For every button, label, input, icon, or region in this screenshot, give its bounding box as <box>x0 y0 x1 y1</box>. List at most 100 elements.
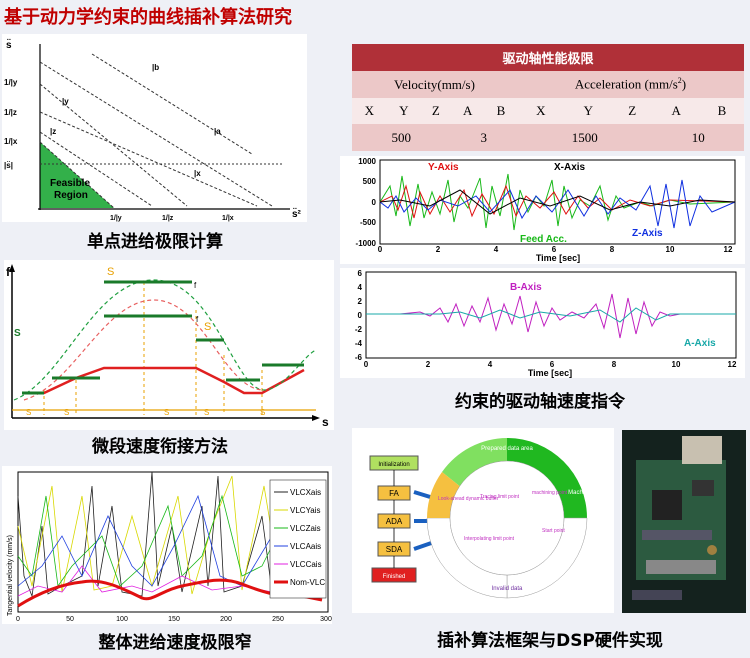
x4-t3: 6 <box>552 245 557 254</box>
x3-t0: 0 <box>16 616 20 623</box>
xtick-1: 1/|y <box>110 215 122 222</box>
x4-t2: 4 <box>494 245 499 254</box>
caption-1: 单点进给极限计算 <box>87 232 223 252</box>
lookahead-text: Look-ahead dynamic buffer <box>438 496 499 502</box>
ring-invalid: Invalid data <box>492 586 523 592</box>
y5-t5: -4 <box>355 339 363 348</box>
accel-header: Acceleration (mm/s2) <box>574 76 687 92</box>
legend-a: VLCAais <box>290 542 321 551</box>
y5-t4: -2 <box>355 325 363 334</box>
x4-t1: 2 <box>436 245 441 254</box>
x4-t6: 12 <box>724 245 733 254</box>
ring-prepared: Prepared data area <box>481 446 533 452</box>
velocity-curves <box>17 471 323 608</box>
ada-box: ADA <box>386 517 403 526</box>
x5-t1: 2 <box>426 360 431 369</box>
axis-cell: Y <box>399 103 409 118</box>
x5-t5: 10 <box>672 360 681 369</box>
legend-z: VLCZais <box>290 524 321 533</box>
seg-label-0: S <box>26 408 31 417</box>
smax-label: S <box>14 328 21 339</box>
ytick-2: 1/|z <box>4 108 17 117</box>
axis-cell: B <box>496 103 506 118</box>
fa-box: FA <box>389 489 399 498</box>
x4-t4: 8 <box>610 245 615 254</box>
tracing-text: Tracing limit point <box>480 494 520 500</box>
axis-cell: Y <box>583 103 594 118</box>
fig5-xlabel: Time [sec] <box>528 368 572 378</box>
fk-label: f <box>196 315 199 324</box>
feasible-label-1: Feasible <box>50 178 90 189</box>
xaxis-label: s̈² <box>292 207 302 220</box>
y4-t0: 1000 <box>358 157 376 166</box>
fb-label: f <box>194 281 197 290</box>
x5-t2: 4 <box>488 360 493 369</box>
feasible-label-2: Region <box>54 190 88 201</box>
v-xyz-value: 500 <box>391 129 411 145</box>
x5-t0: 0 <box>364 360 369 369</box>
line-label-x: |x <box>194 169 201 178</box>
a-xyz-value: 1500 <box>571 129 598 145</box>
line-label-y: |y <box>62 97 69 106</box>
y5-t3: 0 <box>358 311 363 320</box>
axis-signals <box>379 173 736 231</box>
legend-c: VLCCais <box>290 560 322 569</box>
a-axis-label: A-Axis <box>684 338 716 349</box>
ring-machined: Machined area <box>568 490 608 496</box>
sda-box: SDA <box>386 545 403 554</box>
interp-text: Interpolating limit point <box>464 536 515 542</box>
s-limit-label: |s̈| <box>4 161 13 170</box>
machining-text: machining point <box>532 490 568 496</box>
axis-cell: Z <box>628 103 637 118</box>
x4-t0: 0 <box>378 245 383 254</box>
table-header: 驱动轴性能极限 <box>502 51 594 66</box>
axis-cell: A <box>671 103 681 118</box>
velocity-transition-figure: f s S S S f f S S S S S <box>4 260 334 430</box>
axis-cell: Z <box>431 103 440 118</box>
a-ab-value: 10 <box>691 129 705 145</box>
line-label-b: |b <box>152 63 159 72</box>
x3-t3: 150 <box>168 616 180 623</box>
seg-label-1: S <box>64 408 69 417</box>
x3-t6: 300 <box>320 616 332 623</box>
legend-nom: Nom-VLC <box>290 578 325 587</box>
x4-t5: 10 <box>666 245 675 254</box>
axis-limit-table: 驱动轴性能极限 Velocity(mm/s) Acceleration (mm/… <box>352 44 744 151</box>
linear-axis-chart: 1000 500 0 -500 -1000 0 2 4 6 8 10 12 Ti… <box>340 156 745 264</box>
seg-label-4: S <box>260 408 265 417</box>
x3-t4: 200 <box>220 616 232 623</box>
algorithm-framework: Initialization FA ADA SDA Finished Prepa… <box>352 428 614 613</box>
s-axis-label: s <box>322 415 329 429</box>
velocity-header: Velocity(mm/s) <box>394 76 475 92</box>
y4-t4: -1000 <box>356 239 377 248</box>
x5-t4: 8 <box>612 360 617 369</box>
caption-2: 微段速度衔接方法 <box>92 437 228 457</box>
fig3-ylabel: Tangential velocity (mm/s) <box>7 535 14 616</box>
x5-t3: 6 <box>550 360 555 369</box>
fig4-xlabel: Time [sec] <box>536 253 580 263</box>
x-axis-label: X-Axis <box>554 162 586 173</box>
caption-3: 整体进给速度极限窄 <box>98 633 252 653</box>
feed-acc-label: Feed Acc. <box>520 234 567 245</box>
caption-4: 约束的驱动轴速度指令 <box>455 392 625 412</box>
ytick-3: 1/|x <box>4 137 18 146</box>
velocity-limit-chart: VLCXais VLCYais VLCZais VLCAais VLCCais … <box>2 466 332 624</box>
legend-y: VLCYais <box>290 506 321 515</box>
sc-min-label: S <box>107 266 114 278</box>
seg-label-3: S <box>164 408 169 417</box>
axis-cell: X <box>536 103 546 118</box>
line-label-a: |a <box>214 127 221 136</box>
x5-t6: 12 <box>728 360 737 369</box>
legend-x: VLCXais <box>290 488 321 497</box>
y5-t6: -6 <box>355 353 363 362</box>
b-axis-label: B-Axis <box>510 282 542 293</box>
y5-t1: 4 <box>358 283 363 292</box>
y4-t1: 500 <box>363 177 377 186</box>
feasible-region-figure: s̈ s̈² 1/|y 1/|z 1/|x |s̈| |b |y |z |a |… <box>2 34 307 222</box>
finished-box: Finished <box>383 574 406 580</box>
yaxis-label: s̈ <box>6 38 12 51</box>
y4-t3: -500 <box>360 218 377 227</box>
page-title: 基于动力学约束的曲线插补算法研究 <box>4 7 292 28</box>
x3-t5: 250 <box>272 616 284 623</box>
z-axis-label: Z-Axis <box>632 228 663 239</box>
